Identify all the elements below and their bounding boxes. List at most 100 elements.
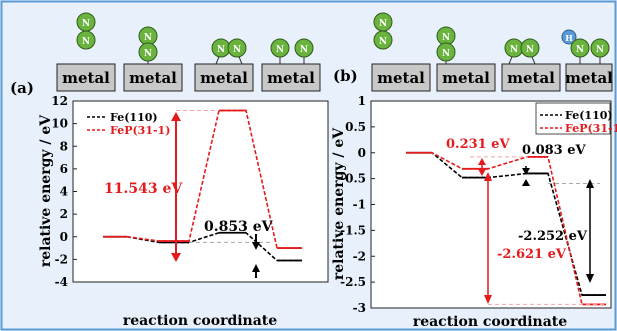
legend-box (535, 102, 611, 135)
series-line-fe-110- (406, 151, 606, 296)
h-atom-icon (561, 29, 577, 45)
y-tick-label: -4 (55, 275, 68, 289)
atom-label: N (144, 33, 152, 43)
legend: Fe(110) FeP(31-1) (535, 102, 617, 135)
n-atom-icon (294, 38, 314, 58)
x-axis-label: reaction coordinate (413, 314, 567, 330)
metal-slab-label: metal (507, 69, 555, 87)
y-tick-label: 8 (60, 139, 68, 153)
n-atom-icon (138, 42, 158, 62)
n-atom-icon (570, 38, 590, 58)
stage-3-illustration: N N (504, 38, 540, 65)
metal-slab (123, 63, 183, 92)
metal-slab-label: metal (377, 69, 425, 87)
series-line-fep-31-1- (103, 109, 302, 249)
stage-3-illustration: N N (211, 38, 247, 65)
metal-slab (501, 63, 561, 92)
n-atom-icon (590, 38, 610, 58)
x-axis-label: reaction coordinate (123, 313, 277, 329)
metal-slab (436, 63, 496, 92)
annotation-label: 0.083 eV (522, 143, 587, 158)
n-atom-icon (436, 42, 456, 62)
stage-4-illustration: N N (270, 38, 314, 64)
panel-a-slabs: metal metal metal metal (56, 63, 321, 92)
n-atom-icon (520, 38, 540, 58)
atom-label: N (82, 37, 90, 47)
series-marks (103, 109, 302, 262)
n-atom-icon (76, 30, 96, 50)
panel-label: (a) (10, 79, 34, 97)
legend-label: FeP(31-1) (565, 122, 617, 135)
n-atom-icon (373, 30, 393, 50)
metal-slab (371, 63, 431, 92)
y-axis-label: relative energy / eV (331, 127, 347, 280)
legend-label: Fe(110) (565, 109, 613, 122)
panel-label: (b) (333, 67, 358, 85)
y-tick-label: 2 (60, 207, 68, 221)
y-tick-label: 0 (358, 146, 366, 160)
atom-label: N (144, 49, 152, 59)
y-tick-label: -2.5 (340, 275, 366, 289)
metal-slab (194, 63, 254, 92)
stage-2-illustration: N N (138, 26, 158, 64)
metal-slab (56, 63, 116, 92)
atom-label: N (233, 45, 241, 55)
panel-b-illustrations: N N N N N N (373, 12, 610, 65)
atom-label: N (82, 19, 90, 29)
metal-slab (565, 63, 613, 92)
plot-area (72, 100, 329, 283)
annotation-label: 0.231 eV (446, 137, 511, 152)
y-tick-label: -1.5 (340, 223, 366, 237)
atom-label: N (276, 45, 284, 55)
annotation-label: 0.853 eV (204, 219, 274, 235)
stage-1-illustration: N N (373, 12, 393, 50)
y-axis-label: relative energy / eV (38, 114, 54, 267)
atom-label: N (510, 45, 518, 55)
metal-slab-label: metal (442, 69, 490, 87)
stage-4-illustration: H N N (561, 29, 610, 64)
series-line-fe-110- (103, 231, 302, 262)
metal-slab-label: metal (129, 69, 177, 87)
atom-label: N (526, 45, 534, 55)
atom-label: N (379, 37, 387, 47)
panel-a: N N N N N N (10, 12, 329, 329)
panel-b: N N N N N N (331, 12, 617, 330)
metal-slab-label: metal (200, 69, 248, 87)
annotation-label: 11.543 eV (104, 181, 183, 197)
legend-label: Fe(110) (110, 111, 158, 124)
annotation-label: -2.252 eV (518, 229, 588, 244)
atom-label: H (565, 33, 573, 43)
plot-area (370, 100, 612, 309)
y-tick-label: -2 (55, 252, 68, 266)
y-tick-label: 12 (51, 94, 68, 108)
panel-b-annotations: 0.231 eV 0.083 eV -2.252 eV -2.621 eV (446, 137, 594, 304)
atom-label: N (300, 45, 308, 55)
metal-slab-label: metal (62, 69, 110, 87)
legend-label: FeP(31-1) (110, 124, 170, 137)
stage-2-illustration: N N (436, 26, 456, 64)
y-tick-label: 4 (60, 185, 68, 199)
y-tick-label: 0 (60, 230, 68, 244)
y-tick-label: 6 (60, 162, 68, 176)
legend: Fe(110) FeP(31-1) (87, 111, 170, 137)
y-tick-label: 0.5 (345, 120, 366, 134)
panel-b-slabs: metal metal metal metal (371, 63, 613, 92)
atom-label: N (576, 45, 584, 55)
y-tick-label: -2 (353, 249, 366, 263)
atom-label: N (379, 19, 387, 29)
y-tick-label: -0.5 (340, 172, 366, 186)
y-tick-label: -3 (353, 301, 366, 315)
atom-label: N (596, 45, 604, 55)
series-marks (406, 151, 606, 306)
metal-slab-label: metal (267, 69, 315, 87)
atom-label: N (217, 45, 225, 55)
metal-slab (261, 63, 321, 92)
n-atom-icon (227, 38, 247, 58)
stage-1-illustration: N N (76, 12, 96, 50)
annotation-label: -2.621 eV (497, 247, 567, 262)
y-axis-ticks: -3 -2.5 -2 -1.5 -1 -0.5 0 0.5 1 (340, 94, 375, 315)
y-tick-label: 1 (358, 94, 366, 108)
atom-label: N (442, 49, 450, 59)
metal-slab-label: metal (565, 69, 613, 87)
